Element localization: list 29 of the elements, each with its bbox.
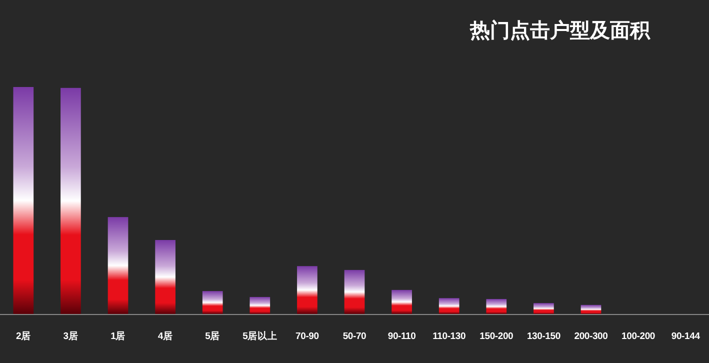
bar	[155, 240, 176, 314]
bar	[250, 296, 270, 314]
bar	[108, 217, 128, 314]
x-tick-label: 2居	[16, 330, 32, 342]
bar	[60, 88, 81, 314]
chart-title: 热门点击户型及面积	[469, 18, 651, 42]
x-tick-label: 100-200	[622, 331, 656, 342]
x-tick-label: 150-200	[480, 331, 514, 342]
x-tick-label: 50-70	[342, 331, 366, 342]
bar	[438, 298, 460, 314]
x-tick-label: 90-110	[388, 331, 416, 342]
x-tick-label: 90-144	[671, 331, 701, 342]
bar	[392, 290, 412, 314]
bar	[13, 87, 34, 314]
bar	[486, 299, 507, 314]
x-tick-label: 3居	[63, 330, 78, 342]
x-tick-label: 110-130	[432, 331, 466, 342]
x-tick-label: 200-300	[574, 331, 608, 342]
bar	[344, 270, 365, 314]
bar	[202, 291, 223, 314]
bar	[580, 304, 602, 314]
x-tick-label: 130-150	[526, 331, 560, 342]
bar	[534, 303, 554, 314]
x-tick-label: 1居	[110, 330, 126, 342]
bar	[297, 266, 318, 314]
x-tick-label: 4居	[158, 330, 173, 342]
x-tick-label: 5居以上	[242, 330, 278, 342]
x-tick-label: 70-90	[296, 331, 319, 342]
x-tick-label: 5居	[205, 330, 220, 342]
